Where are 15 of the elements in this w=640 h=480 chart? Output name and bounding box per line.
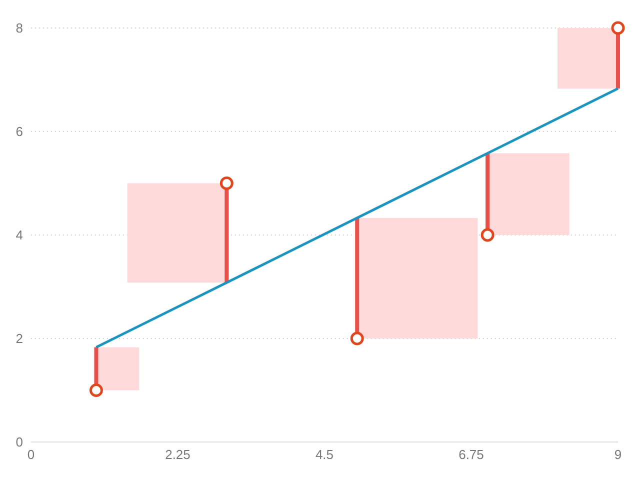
point <box>611 21 625 35</box>
point <box>89 384 103 397</box>
point <box>220 176 234 190</box>
x-tick-label: 0 <box>27 447 35 462</box>
y-tick-label: 6 <box>16 124 23 140</box>
x-tick-label: 9 <box>614 447 622 462</box>
y-tick-label: 4 <box>16 228 23 243</box>
y-tick-label: 0 <box>16 434 23 450</box>
y-tick-label: 2 <box>16 331 23 346</box>
point <box>480 228 494 242</box>
x-tick-label: 4.5 <box>315 447 334 462</box>
point <box>350 332 364 346</box>
x-tick-label: 6.75 <box>458 447 484 462</box>
y-tick-label: 8 <box>16 20 23 36</box>
x-tick-label: 2.25 <box>165 447 190 462</box>
